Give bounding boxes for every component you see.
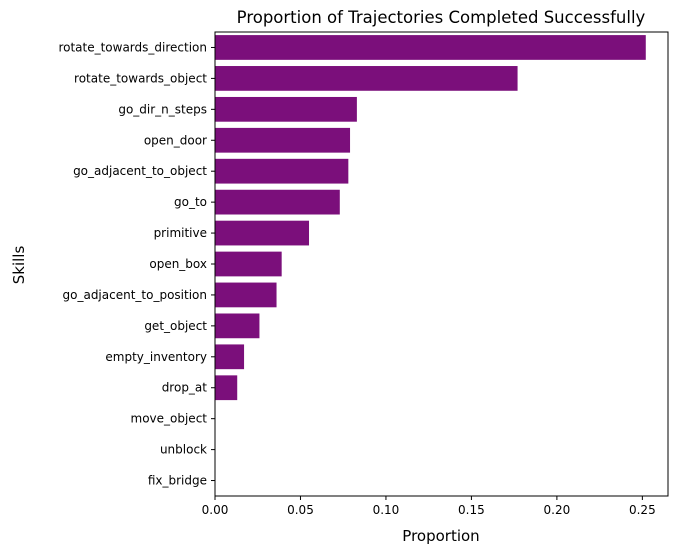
y-tick-label: empty_inventory bbox=[105, 350, 207, 364]
bar-rotate_towards_object bbox=[215, 66, 518, 91]
bar-drop_at bbox=[215, 375, 238, 401]
x-tick-label: 0.20 bbox=[544, 503, 571, 517]
x-tick-label: 0.25 bbox=[629, 503, 656, 517]
bar-get_object bbox=[215, 313, 260, 339]
bar-open_box bbox=[215, 251, 282, 277]
y-tick-label: go_adjacent_to_position bbox=[63, 288, 208, 302]
y-tick-label: primitive bbox=[154, 226, 207, 240]
bar-go_to bbox=[215, 189, 340, 215]
y-tick-label: go_to bbox=[174, 195, 207, 209]
y-tick-label: go_adjacent_to_object bbox=[73, 164, 207, 178]
bar-go_dir_n_steps bbox=[215, 96, 357, 122]
bar-go_adjacent_to_position bbox=[215, 282, 277, 308]
plot-area: rotate_towards_direction rotate_towards_o… bbox=[58, 31, 669, 517]
chart-title: Proportion of Trajectories Completed Suc… bbox=[237, 8, 646, 27]
plot-frame bbox=[214, 31, 669, 497]
x-tick-label: 0.05 bbox=[287, 503, 314, 517]
y-axis-label: Skills bbox=[10, 246, 28, 285]
y-tick-label: rotate_towards_direction bbox=[58, 40, 207, 54]
y-tick-label: unblock bbox=[160, 443, 207, 457]
bar-rotate_towards_direction bbox=[215, 35, 646, 60]
y-tick-label: open_box bbox=[149, 257, 207, 271]
y-tick-label: rotate_towards_object bbox=[74, 71, 207, 85]
bar-primitive bbox=[215, 220, 310, 246]
bar-open_door bbox=[215, 127, 351, 153]
y-tick-label: go_dir_n_steps bbox=[118, 102, 207, 116]
y-tick-label: fix_bridge bbox=[148, 474, 207, 488]
y-tick-label: get_object bbox=[144, 319, 207, 333]
bar-empty_inventory bbox=[215, 344, 245, 370]
y-tick-label: drop_at bbox=[162, 381, 208, 395]
x-tick-label: 0.10 bbox=[373, 503, 400, 517]
x-tick-label: 0.15 bbox=[458, 503, 485, 517]
x-tick-label: 0.00 bbox=[202, 503, 229, 517]
y-tick-label: move_object bbox=[131, 412, 208, 426]
y-tick-label: open_door bbox=[144, 133, 207, 147]
bar-go_adjacent_to_object bbox=[215, 158, 349, 184]
x-axis-label: Proportion bbox=[402, 527, 479, 545]
